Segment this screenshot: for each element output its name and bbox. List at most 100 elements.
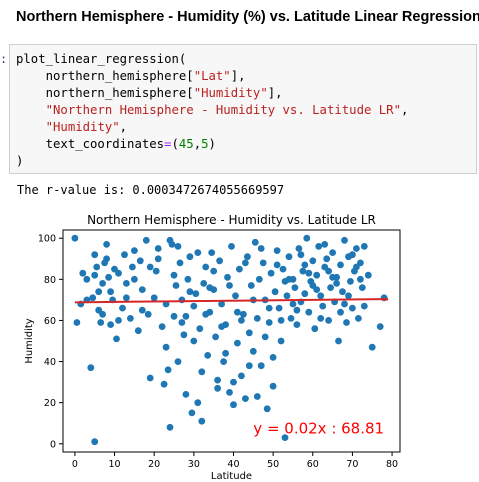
data-point (293, 306, 301, 314)
data-point (358, 284, 366, 291)
data-point (190, 302, 198, 310)
data-point (212, 333, 220, 341)
data-point (138, 286, 146, 293)
regression-line (74, 298, 389, 304)
data-point (170, 271, 178, 279)
data-point (136, 257, 144, 265)
data-point (154, 245, 162, 252)
data-point (355, 315, 362, 322)
notebook-heading: Northern Hemisphere - Humidity (%) vs. L… (16, 9, 479, 25)
data-point (228, 243, 235, 250)
data-point (341, 300, 348, 308)
data-point (339, 288, 346, 296)
data-point (240, 310, 247, 318)
data-point (208, 249, 216, 256)
y-tick-label: 40 (44, 357, 56, 368)
data-point (216, 257, 224, 265)
data-point (263, 405, 271, 413)
data-point (190, 337, 198, 345)
data-point (131, 275, 138, 283)
code-token (16, 120, 46, 134)
data-point (103, 241, 110, 248)
code-line: "Humidity", (16, 120, 127, 134)
data-point (257, 362, 265, 370)
data-point (345, 292, 352, 300)
data-point (105, 273, 112, 281)
data-point (176, 259, 184, 267)
data-point (364, 271, 372, 279)
data-point (180, 331, 188, 339)
data-point (275, 304, 283, 312)
x-axis-label: Latitude (211, 471, 252, 482)
code-editor[interactable]: plot_linear_regression( northern_hemisph… (16, 51, 408, 170)
data-point (295, 245, 303, 252)
data-point (172, 282, 180, 289)
data-point (311, 325, 319, 333)
data-point (315, 243, 323, 250)
data-point (242, 395, 249, 402)
y-tick-label: 80 (44, 275, 56, 286)
data-point (368, 343, 376, 351)
data-point (119, 304, 126, 312)
data-point (196, 325, 204, 333)
data-point (349, 251, 356, 259)
data-point (273, 247, 281, 254)
regression-equation: y = 0.02x : 68.81 (253, 420, 384, 438)
data-point (129, 263, 136, 271)
data-point (89, 294, 97, 302)
data-point (269, 354, 277, 361)
scatter-plot: Northern Hemisphere - Humidity vs. Latit… (24, 213, 401, 482)
data-point (329, 273, 336, 281)
data-point (93, 263, 101, 271)
data-point (291, 284, 299, 291)
data-point (337, 308, 344, 316)
data-point (160, 380, 168, 388)
data-point (277, 317, 285, 324)
data-point (170, 312, 178, 320)
data-point (289, 300, 297, 308)
code-token: text_coordinates (16, 137, 165, 151)
code-line: plot_linear_regression( (16, 52, 186, 66)
y-tick-label: 60 (44, 316, 56, 327)
data-point (335, 337, 342, 345)
y-tick-label: 0 (50, 439, 56, 450)
data-point (303, 234, 311, 242)
data-point (234, 339, 241, 347)
data-point (305, 308, 313, 316)
data-point (281, 434, 289, 441)
x-tick-label: 80 (386, 459, 398, 470)
code-token (16, 103, 46, 117)
data-point (323, 255, 331, 263)
data-point (317, 292, 325, 300)
data-point (115, 317, 122, 324)
data-point (206, 284, 214, 291)
code-token: ], (267, 86, 283, 100)
code-cell[interactable]: plot_linear_regression( northern_hemisph… (9, 44, 477, 174)
data-point (309, 282, 317, 289)
data-point (214, 384, 222, 392)
data-point (301, 290, 309, 298)
y-tick-label: 20 (44, 398, 56, 409)
data-point (103, 255, 110, 263)
data-point (162, 343, 170, 351)
data-point (164, 366, 172, 374)
data-point (214, 376, 222, 384)
code-token: ) (16, 154, 24, 168)
data-point (97, 319, 105, 326)
data-point (327, 284, 334, 291)
data-point (182, 312, 190, 320)
chart-title: Northern Hemisphere - Humidity vs. Latit… (87, 213, 376, 227)
data-point (198, 417, 206, 425)
code-token: , (193, 137, 202, 151)
x-tick-label: 40 (227, 459, 239, 470)
code-token: 45 (178, 137, 194, 151)
data-point (357, 275, 364, 283)
data-point (95, 288, 103, 296)
x-tick-label: 20 (148, 459, 160, 470)
cell-prompt: : (0, 52, 8, 66)
data-point (343, 319, 350, 326)
data-point (107, 321, 114, 328)
data-point (329, 249, 336, 256)
data-point (91, 438, 99, 446)
data-point (321, 241, 329, 248)
